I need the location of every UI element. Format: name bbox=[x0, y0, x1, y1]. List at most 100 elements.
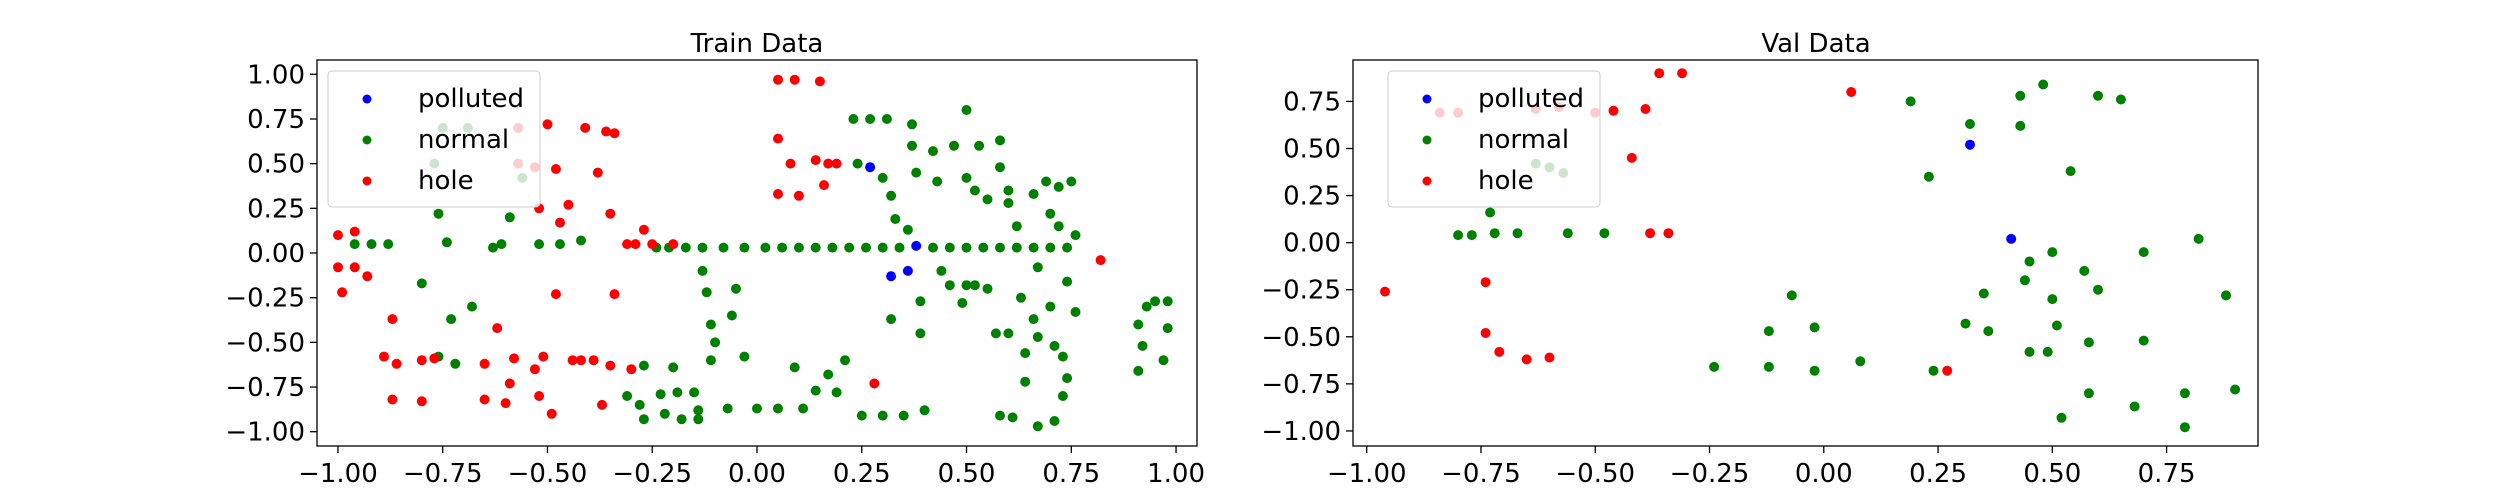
val-point-hole bbox=[1654, 68, 1665, 79]
train-point-hole bbox=[668, 239, 679, 250]
train-point-normal bbox=[1162, 323, 1173, 334]
train-point-normal bbox=[1133, 319, 1144, 330]
train-x-tick-label: −0.25 bbox=[612, 459, 692, 489]
val-point-normal bbox=[2179, 422, 2190, 433]
train-y-tick-label: 0.00 bbox=[247, 239, 305, 269]
train-point-hole bbox=[605, 208, 616, 219]
train-point-normal bbox=[907, 140, 917, 151]
val-point-normal bbox=[2051, 320, 2062, 331]
train-point-normal bbox=[773, 403, 783, 414]
val-point-hole bbox=[1663, 228, 1674, 239]
train-point-normal bbox=[446, 314, 457, 325]
val-point-hole bbox=[1480, 277, 1491, 288]
train-legend-label-polluted: polluted bbox=[418, 84, 524, 114]
train-point-normal bbox=[969, 280, 980, 291]
train-legend-marker-normal bbox=[362, 135, 372, 145]
train-point-normal bbox=[1066, 176, 1077, 187]
train-point-normal bbox=[810, 385, 821, 396]
train-point-normal bbox=[777, 242, 788, 253]
val-y-tick-label: −0.50 bbox=[1261, 323, 1341, 353]
val-x-tick-label: −1.00 bbox=[1327, 459, 1407, 489]
train-point-normal bbox=[450, 358, 461, 369]
val-point-normal bbox=[2230, 384, 2241, 395]
train-point-hole bbox=[416, 396, 427, 407]
train-point-normal bbox=[1028, 314, 1039, 325]
train-point-normal bbox=[1158, 355, 1169, 366]
train-point-normal bbox=[659, 408, 670, 419]
train-point-hole bbox=[622, 239, 633, 250]
train-point-normal bbox=[634, 399, 645, 410]
train-point-normal bbox=[982, 283, 993, 294]
train-point-hole bbox=[810, 155, 821, 166]
train-point-normal bbox=[680, 242, 691, 253]
train-point-normal bbox=[638, 360, 649, 371]
train-point-normal bbox=[689, 387, 700, 398]
val-plot-frame bbox=[1352, 59, 2259, 447]
val-point-normal bbox=[1855, 356, 1866, 367]
val-point-normal bbox=[2019, 275, 2030, 286]
train-legend-marker-hole bbox=[362, 176, 372, 186]
train-point-normal bbox=[718, 242, 729, 253]
train-point-normal bbox=[1045, 301, 1056, 312]
val-point-normal bbox=[2042, 346, 2053, 357]
train-point-normal bbox=[961, 242, 972, 253]
train-point-hole bbox=[379, 351, 389, 362]
train-point-normal bbox=[1150, 296, 1161, 307]
val-point-normal bbox=[1809, 365, 1820, 376]
train-legend-label-hole: hole bbox=[418, 166, 474, 196]
train-point-hole bbox=[333, 262, 343, 273]
train-point-normal bbox=[731, 283, 741, 294]
train-point-normal bbox=[622, 391, 633, 401]
train-point-hole bbox=[349, 262, 360, 273]
val-point-normal bbox=[1485, 207, 1496, 218]
train-point-normal bbox=[655, 389, 666, 400]
train-point-hole bbox=[789, 74, 800, 85]
train-point-normal bbox=[1070, 307, 1081, 317]
train-point-normal bbox=[1053, 181, 1064, 192]
val-point-polluted bbox=[1965, 139, 1975, 150]
train-point-normal bbox=[1032, 332, 1043, 342]
train-point-normal bbox=[1070, 230, 1081, 241]
val-point-normal bbox=[2015, 120, 2026, 131]
val-point-normal bbox=[2083, 337, 2094, 348]
train-y-tick-label: −0.50 bbox=[225, 328, 305, 358]
train-point-normal bbox=[672, 387, 683, 398]
train-point-normal bbox=[852, 158, 863, 169]
val-point-hole bbox=[1480, 328, 1491, 338]
train-point-normal bbox=[944, 280, 955, 291]
train-point-normal bbox=[928, 146, 938, 157]
train-point-normal bbox=[949, 140, 959, 151]
train-point-normal bbox=[760, 242, 771, 253]
train-point-normal bbox=[894, 242, 905, 253]
val-point-hole bbox=[1380, 286, 1390, 297]
train-point-normal bbox=[638, 414, 649, 425]
val-y-tick-label: 0.50 bbox=[1283, 134, 1341, 164]
train-point-hole bbox=[337, 287, 348, 298]
train-point-normal bbox=[693, 414, 704, 425]
train-point-hole bbox=[387, 394, 398, 405]
val-point-normal bbox=[2024, 256, 2035, 267]
train-point-hole bbox=[529, 364, 540, 375]
train-point-normal bbox=[1053, 221, 1064, 232]
train-point-normal bbox=[936, 265, 947, 276]
train-point-hole bbox=[773, 74, 783, 85]
train-point-hole bbox=[823, 158, 834, 169]
val-point-normal bbox=[1512, 228, 1523, 239]
train-point-hole bbox=[479, 394, 490, 405]
val-legend-label-normal: normal bbox=[1478, 125, 1569, 155]
val-point-normal bbox=[1983, 326, 1994, 337]
train-point-hole bbox=[555, 217, 565, 228]
train-point-normal bbox=[907, 119, 917, 130]
val-point-normal bbox=[1763, 326, 1774, 337]
train-point-hole bbox=[542, 119, 553, 130]
train-point-hole bbox=[773, 133, 783, 144]
val-point-normal bbox=[2221, 290, 2231, 301]
val-x-tick-label: 0.50 bbox=[2023, 459, 2081, 489]
train-point-normal bbox=[877, 242, 888, 253]
train-point-normal bbox=[349, 239, 360, 250]
val-point-normal bbox=[1466, 230, 1477, 241]
train-point-polluted bbox=[865, 162, 876, 173]
train-point-hole bbox=[647, 239, 658, 250]
train-point-normal bbox=[1057, 391, 1068, 401]
train-point-normal bbox=[739, 242, 750, 253]
